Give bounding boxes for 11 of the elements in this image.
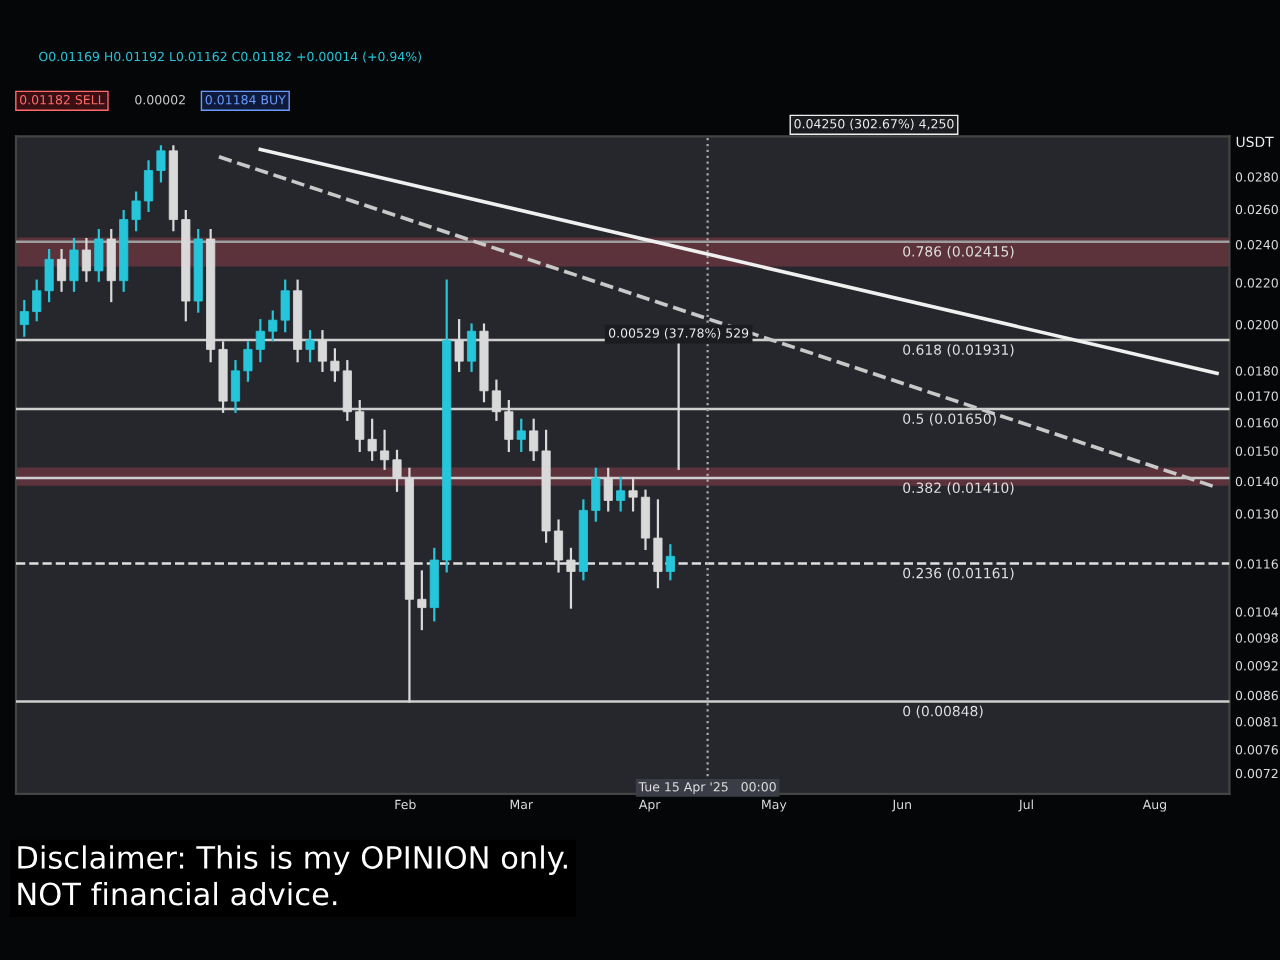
text: Disclaimer: This is my OPINION only. NOT financial advice. bbox=[18, 845, 567, 906]
candlestick bbox=[616, 476, 626, 512]
candlestick bbox=[69, 237, 79, 292]
candlestick bbox=[106, 228, 116, 303]
candlestick bbox=[305, 330, 315, 363]
candlestick bbox=[56, 248, 67, 292]
candlestick bbox=[665, 544, 675, 581]
candlestick bbox=[81, 237, 91, 282]
candlestick bbox=[467, 323, 477, 372]
candlestick bbox=[94, 228, 104, 282]
candlestick bbox=[516, 418, 526, 453]
